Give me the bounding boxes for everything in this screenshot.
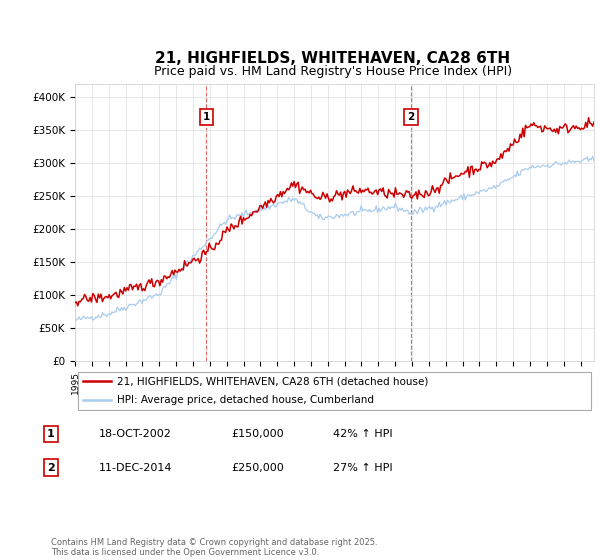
FancyBboxPatch shape [77, 372, 592, 409]
Text: Contains HM Land Registry data © Crown copyright and database right 2025.
This d: Contains HM Land Registry data © Crown c… [51, 538, 377, 557]
Text: 21, HIGHFIELDS, WHITEHAVEN, CA28 6TH: 21, HIGHFIELDS, WHITEHAVEN, CA28 6TH [155, 52, 511, 66]
Text: 2: 2 [407, 112, 415, 122]
Text: 11-DEC-2014: 11-DEC-2014 [99, 463, 173, 473]
Text: HPI: Average price, detached house, Cumberland: HPI: Average price, detached house, Cumb… [116, 395, 374, 405]
Text: Price paid vs. HM Land Registry's House Price Index (HPI): Price paid vs. HM Land Registry's House … [154, 65, 512, 78]
Text: 21, HIGHFIELDS, WHITEHAVEN, CA28 6TH (detached house): 21, HIGHFIELDS, WHITEHAVEN, CA28 6TH (de… [116, 376, 428, 386]
Text: 18-OCT-2002: 18-OCT-2002 [99, 429, 172, 439]
Text: 42% ↑ HPI: 42% ↑ HPI [333, 429, 392, 439]
Text: £150,000: £150,000 [231, 429, 284, 439]
Text: 1: 1 [203, 112, 210, 122]
Text: 27% ↑ HPI: 27% ↑ HPI [333, 463, 392, 473]
Text: 1: 1 [47, 429, 55, 439]
Text: £250,000: £250,000 [231, 463, 284, 473]
Text: 2: 2 [47, 463, 55, 473]
